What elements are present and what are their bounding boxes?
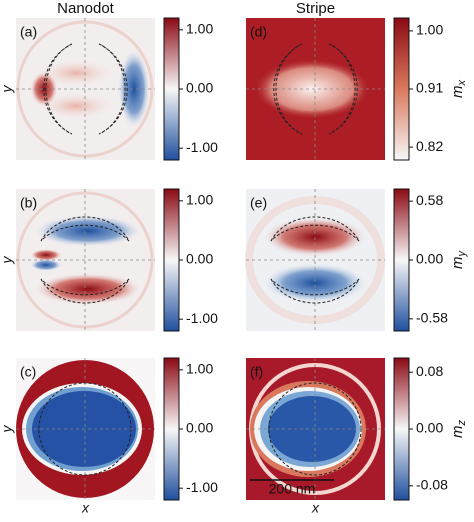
colorbar-label-base: m — [449, 86, 466, 99]
colorbar — [163, 17, 180, 161]
heatmap — [246, 18, 385, 160]
x-axis-label: x — [311, 500, 320, 516]
colorbar-tick-label: 1.00 — [186, 361, 213, 377]
panel-label: (a) — [20, 24, 37, 40]
colorbar-tick-label: 0.58 — [416, 192, 443, 208]
panel-label: (b) — [20, 195, 37, 211]
colorbar-tick-label: 0.00 — [186, 80, 213, 96]
panel-label: (d) — [250, 24, 267, 40]
colorbar-label-base: m — [449, 257, 466, 270]
colorbar-tick-label: 1.00 — [186, 21, 213, 37]
colorbar-tick-label: -0.08 — [416, 477, 448, 493]
panel-label: (c) — [20, 364, 36, 380]
colorbar — [393, 357, 410, 501]
heatmap — [16, 189, 155, 331]
colorbar-label-sub: z — [456, 420, 468, 427]
colorbar — [163, 188, 180, 332]
heatmap — [246, 358, 385, 500]
colorbar-label-sub: y — [456, 250, 468, 258]
colorbar-label-sub: x — [456, 80, 468, 87]
colorbar-tick-label: 1.00 — [186, 192, 213, 208]
colorbar — [163, 357, 180, 501]
colorbar-tick-label: 0.91 — [416, 80, 443, 96]
colorbar-tick-label: 0.00 — [416, 251, 443, 267]
scale-bar-label: 200 nm — [269, 481, 316, 497]
column-title: Stripe — [296, 0, 335, 17]
y-axis-label: y — [0, 85, 15, 94]
heatmap — [245, 189, 385, 331]
colorbar-tick-label: -1.00 — [186, 139, 218, 155]
heatmap — [16, 18, 155, 160]
colorbar-label-base: m — [449, 426, 466, 439]
colorbar-label: mx — [449, 80, 468, 99]
colorbar-label: my — [449, 250, 468, 270]
colorbar — [393, 17, 410, 161]
colorbar-tick-label: -0.58 — [416, 310, 448, 326]
colorbar-tick-label: 0.00 — [186, 420, 213, 436]
x-axis-label: x — [81, 500, 90, 516]
panel-label: (f) — [250, 364, 263, 380]
colorbar-tick-label: 0.00 — [186, 251, 213, 267]
y-axis-label: y — [0, 425, 15, 434]
column-title: Nanodot — [57, 0, 115, 17]
colorbar-tick-label: 1.00 — [416, 22, 443, 38]
colorbar-tick-label: 0.08 — [416, 363, 443, 379]
colorbar — [393, 188, 410, 332]
panel-label: (e) — [250, 195, 267, 211]
colorbar-tick-label: 0.82 — [416, 138, 443, 154]
y-axis-label: y — [0, 256, 15, 265]
heatmap — [16, 358, 155, 500]
colorbar-tick-label: 0.00 — [416, 420, 443, 436]
colorbar-tick-label: -1.00 — [186, 479, 218, 495]
colorbar-tick-label: -1.00 — [186, 310, 218, 326]
colorbar-label: mz — [449, 420, 468, 439]
